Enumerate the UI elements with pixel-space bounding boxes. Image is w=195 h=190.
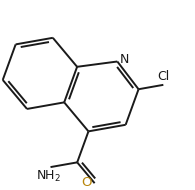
- Text: NH$_2$: NH$_2$: [36, 169, 61, 184]
- Text: Cl: Cl: [157, 70, 169, 83]
- Text: O: O: [81, 176, 92, 189]
- Text: N: N: [120, 53, 130, 66]
